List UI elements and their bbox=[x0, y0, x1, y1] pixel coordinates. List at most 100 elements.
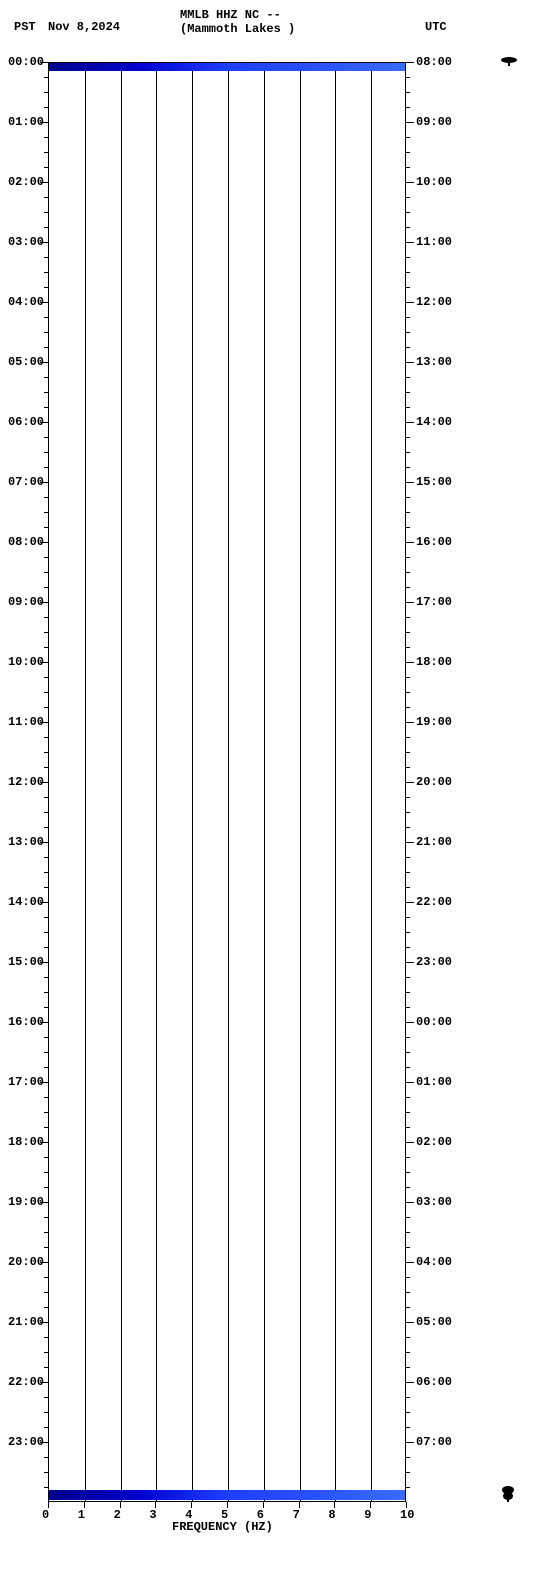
right-minor-tick bbox=[406, 527, 410, 528]
left-hour-label: 20:00 bbox=[0, 1255, 44, 1269]
left-hour-label: 03:00 bbox=[0, 235, 44, 249]
right-hour-label: 12:00 bbox=[416, 295, 452, 309]
left-minor-tick bbox=[44, 317, 48, 318]
right-minor-tick bbox=[406, 857, 410, 858]
right-minor-tick bbox=[406, 452, 410, 453]
left-minor-tick bbox=[44, 227, 48, 228]
left-minor-tick bbox=[44, 1127, 48, 1128]
left-minor-tick bbox=[44, 947, 48, 948]
right-minor-tick bbox=[406, 317, 410, 318]
right-minor-tick bbox=[406, 1172, 410, 1173]
left-minor-tick bbox=[44, 1247, 48, 1248]
right-minor-tick bbox=[406, 1247, 410, 1248]
right-minor-tick bbox=[406, 107, 410, 108]
right-major-tick bbox=[406, 1382, 414, 1383]
left-minor-tick bbox=[44, 932, 48, 933]
left-minor-tick bbox=[44, 152, 48, 153]
left-minor-tick bbox=[44, 392, 48, 393]
left-hour-label: 19:00 bbox=[0, 1195, 44, 1209]
right-minor-tick bbox=[406, 1097, 410, 1098]
left-minor-tick bbox=[44, 1217, 48, 1218]
right-hour-label: 20:00 bbox=[416, 775, 452, 789]
right-hour-label: 14:00 bbox=[416, 415, 452, 429]
right-hour-label: 09:00 bbox=[416, 115, 452, 129]
header: PST Nov 8,2024 MMLB HHZ NC -- (Mammoth L… bbox=[0, 0, 552, 40]
right-hour-label: 10:00 bbox=[416, 175, 452, 189]
right-hour-label: 16:00 bbox=[416, 535, 452, 549]
right-minor-tick bbox=[406, 197, 410, 198]
right-hour-label: 03:00 bbox=[416, 1195, 452, 1209]
left-minor-tick bbox=[44, 632, 48, 633]
right-major-tick bbox=[406, 62, 414, 63]
bottom-tick-label: 1 bbox=[78, 1508, 85, 1522]
left-hour-label: 04:00 bbox=[0, 295, 44, 309]
right-minor-tick bbox=[406, 1307, 410, 1308]
right-minor-tick bbox=[406, 272, 410, 273]
left-minor-tick bbox=[44, 1352, 48, 1353]
left-hour-label: 11:00 bbox=[0, 715, 44, 729]
right-major-tick bbox=[406, 1442, 414, 1443]
right-minor-tick bbox=[406, 497, 410, 498]
left-minor-tick bbox=[44, 857, 48, 858]
left-hour-label: 02:00 bbox=[0, 175, 44, 189]
right-minor-tick bbox=[406, 572, 410, 573]
right-minor-tick bbox=[406, 557, 410, 558]
right-major-tick bbox=[406, 662, 414, 663]
left-minor-tick bbox=[44, 1472, 48, 1473]
right-minor-tick bbox=[406, 992, 410, 993]
left-hour-label: 13:00 bbox=[0, 835, 44, 849]
left-minor-tick bbox=[44, 272, 48, 273]
right-minor-tick bbox=[406, 152, 410, 153]
spectrogram-plot bbox=[48, 62, 406, 1502]
right-minor-tick bbox=[406, 617, 410, 618]
left-minor-tick bbox=[44, 992, 48, 993]
left-minor-tick bbox=[44, 1187, 48, 1188]
right-major-tick bbox=[406, 1142, 414, 1143]
station-line2: (Mammoth Lakes ) bbox=[180, 22, 295, 36]
right-minor-tick bbox=[406, 632, 410, 633]
right-minor-tick bbox=[406, 1292, 410, 1293]
left-minor-tick bbox=[44, 977, 48, 978]
left-minor-tick bbox=[44, 1427, 48, 1428]
right-major-tick bbox=[406, 1082, 414, 1083]
right-minor-tick bbox=[406, 587, 410, 588]
gridline-vertical bbox=[121, 63, 122, 1501]
left-minor-tick bbox=[44, 1097, 48, 1098]
right-minor-tick bbox=[406, 707, 410, 708]
left-minor-tick bbox=[44, 197, 48, 198]
left-hour-label: 21:00 bbox=[0, 1315, 44, 1329]
left-minor-tick bbox=[44, 77, 48, 78]
bottom-tick-label: 0 bbox=[42, 1508, 49, 1522]
bottom-tick-label: 9 bbox=[364, 1508, 371, 1522]
right-minor-tick bbox=[406, 227, 410, 228]
right-minor-tick bbox=[406, 1277, 410, 1278]
left-minor-tick bbox=[44, 1007, 48, 1008]
left-minor-tick bbox=[44, 527, 48, 528]
left-minor-tick bbox=[44, 737, 48, 738]
right-minor-tick bbox=[406, 1187, 410, 1188]
left-minor-tick bbox=[44, 1292, 48, 1293]
left-minor-tick bbox=[44, 407, 48, 408]
left-hour-label: 22:00 bbox=[0, 1375, 44, 1389]
right-minor-tick bbox=[406, 1037, 410, 1038]
left-minor-tick bbox=[44, 467, 48, 468]
left-minor-tick bbox=[44, 1112, 48, 1113]
left-minor-tick bbox=[44, 1037, 48, 1038]
right-minor-tick bbox=[406, 77, 410, 78]
right-minor-tick bbox=[406, 377, 410, 378]
right-minor-tick bbox=[406, 467, 410, 468]
right-minor-tick bbox=[406, 347, 410, 348]
right-minor-tick bbox=[406, 1412, 410, 1413]
right-hour-label: 02:00 bbox=[416, 1135, 452, 1149]
left-minor-tick bbox=[44, 692, 48, 693]
left-hour-label: 23:00 bbox=[0, 1435, 44, 1449]
right-major-tick bbox=[406, 422, 414, 423]
spectrogram-band-bottom bbox=[49, 1490, 405, 1500]
left-minor-tick bbox=[44, 1367, 48, 1368]
left-hour-label: 05:00 bbox=[0, 355, 44, 369]
right-hour-label: 21:00 bbox=[416, 835, 452, 849]
left-minor-tick bbox=[44, 677, 48, 678]
right-minor-tick bbox=[406, 1487, 410, 1488]
left-minor-tick bbox=[44, 1172, 48, 1173]
left-minor-tick bbox=[44, 497, 48, 498]
